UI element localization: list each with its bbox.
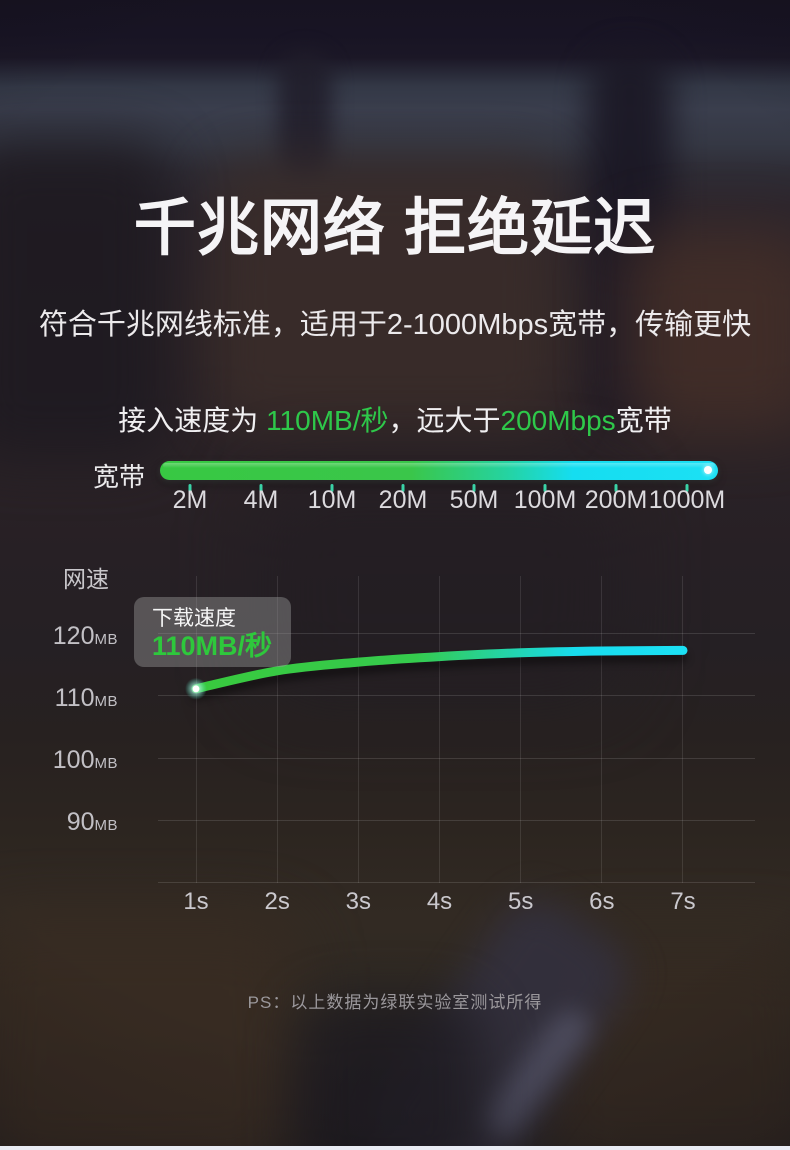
background-blob	[618, 228, 790, 433]
y-tick-number: 120	[52, 622, 95, 650]
background-blob	[0, 918, 300, 1150]
background-blob	[0, 140, 170, 460]
chart-grid	[158, 576, 755, 883]
bandwidth-tick-mark	[543, 484, 547, 492]
bandwidth-tick-mark	[188, 484, 192, 492]
next-section-edge	[0, 1146, 790, 1150]
x-axis-label: 3s	[345, 888, 372, 915]
bandwidth-tick-label: 10M	[307, 486, 357, 514]
bandwidth-tick-mark	[330, 484, 334, 492]
x-axis-label: 5s	[507, 888, 534, 915]
y-axis-label: 90MB	[40, 807, 118, 841]
gridline-baseline	[158, 882, 755, 883]
tooltip-label: 下载速度	[152, 607, 236, 630]
bandwidth-tick-label: 50M	[449, 486, 499, 514]
speed-claim-prefix: 接入速度为	[118, 405, 267, 436]
x-axis-label: 7s	[670, 888, 696, 915]
background-blob	[298, 998, 483, 1150]
y-tick-unit: MB	[94, 817, 118, 834]
bandwidth-tick-label: 4M	[243, 486, 279, 514]
bandwidth-bar-highlight-dot	[704, 466, 712, 474]
y-tick-number: 90	[66, 808, 95, 836]
x-axis-label: 2s	[264, 888, 290, 915]
bandwidth-tick-label: 20M	[378, 486, 428, 514]
bandwidth-tick-label: 200M	[584, 486, 648, 514]
chart-title: 网速	[63, 566, 109, 592]
bandwidth-tick-mark	[472, 484, 476, 492]
gridline-5s	[520, 576, 521, 883]
bandwidth-gradient-bar	[160, 461, 718, 480]
footer-note: PS：以上数据为绿联实验室测试所得	[247, 993, 543, 1012]
speed-claim-text: 接入速度为 110MB/秒，远大于200Mbps宽带	[0, 402, 790, 440]
bandwidth-tick-mark	[259, 484, 263, 492]
gridline-4s	[439, 576, 440, 883]
y-axis-label: 110MB	[40, 683, 118, 717]
gridline-3s	[358, 576, 359, 883]
bandwidth-tick-label: 1000M	[648, 486, 726, 514]
x-axis-label: 4s	[426, 888, 453, 915]
bandwidth-tick-label: 2M	[172, 486, 208, 514]
page-subtitle: 符合千兆网线标准，适用于2-1000Mbps宽带，传输更快	[38, 309, 752, 341]
y-axis-label: 120MB	[40, 621, 118, 655]
gridline-1s	[196, 576, 197, 883]
gridline-110mb	[158, 695, 755, 696]
y-tick-number: 100	[52, 746, 95, 774]
gridline-100mb	[158, 758, 755, 759]
gridline-6s	[601, 576, 602, 883]
page-title: 千兆网络 拒绝延迟	[133, 193, 657, 263]
speed-claim-suffix: 宽带	[615, 405, 672, 436]
gridline-7s	[682, 576, 683, 883]
gridline-2s	[277, 576, 278, 883]
bandwidth-tick-label: 100M	[513, 486, 577, 514]
speed-claim-speed: 110MB/秒	[266, 405, 389, 436]
background-blob	[210, 158, 560, 430]
y-axis-label: 100MB	[40, 745, 118, 779]
y-tick-unit: MB	[94, 755, 118, 772]
bandwidth-scale-label: 宽带	[93, 462, 146, 492]
gridline-120mb	[158, 633, 755, 634]
tooltip-value: 110MB/秒	[152, 631, 273, 661]
x-axis-label: 6s	[589, 888, 615, 915]
x-axis-label: 1s	[183, 888, 209, 915]
speed-claim-bandwidth: 200Mbps	[500, 405, 616, 436]
y-tick-number: 110	[54, 684, 95, 712]
y-tick-unit: MB	[94, 693, 118, 710]
gridline-90mb	[158, 820, 755, 821]
y-tick-unit: MB	[94, 631, 118, 648]
download-speed-tooltip: 下载速度 110MB/秒	[134, 597, 291, 667]
bandwidth-tick-mark	[401, 484, 405, 492]
bandwidth-tick-mark	[614, 484, 618, 492]
bandwidth-tick-mark	[685, 484, 689, 492]
speed-claim-middle: ，远大于	[388, 405, 501, 436]
